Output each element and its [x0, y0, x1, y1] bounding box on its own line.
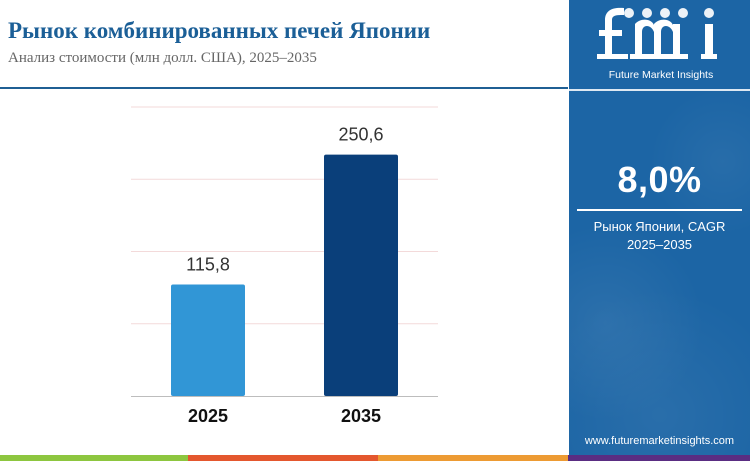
bar-2035 — [324, 154, 398, 396]
bar-chart: 115,8 2025 250,6 2035 — [131, 106, 438, 426]
bar-value-label: 250,6 — [338, 125, 383, 145]
cagr-label-line-1: Рынок Японии, CAGR — [593, 219, 726, 234]
footer-color-segment — [568, 455, 750, 461]
footer-color-segment — [378, 455, 568, 461]
logo-divider — [569, 89, 750, 91]
cagr-label-line-2: 2025–2035 — [626, 237, 693, 253]
fmi-logo: Future Market Insights — [593, 3, 729, 89]
chart-title: Рынок комбинированных печей Японии — [8, 18, 431, 43]
labels-layer: 115,8 2025 250,6 2035 — [186, 125, 383, 426]
footer-color-segment — [0, 455, 188, 461]
cagr-value: 8,0% — [617, 159, 702, 200]
sidebar-texture — [569, 0, 750, 461]
x-axis-tick-label: 2025 — [188, 406, 228, 426]
sidebar: Future Market Insights 8,0% Рынок Японии… — [569, 0, 750, 461]
fmi-wordmark-icon — [597, 7, 717, 59]
bars-layer — [171, 154, 398, 396]
footer-color-segment — [188, 455, 378, 461]
x-axis-tick-label: 2035 — [341, 406, 381, 426]
chart-subtitle: Анализ стоимости (млн долл. США), 2025–2… — [8, 50, 317, 66]
cagr-divider — [577, 209, 742, 211]
bar-2025 — [171, 284, 245, 396]
cagr-label: Рынок Японии, CAGR 2025–2035 — [569, 218, 750, 255]
bar-value-label: 115,8 — [186, 254, 230, 274]
website-link[interactable]: www.futuremarketinsights.com — [584, 435, 735, 447]
fmi-company-name: Future Market Insights — [608, 69, 714, 81]
chart-area: 115,8 2025 250,6 2035 — [0, 91, 568, 450]
header: Рынок комбинированных печей Японии Анали… — [0, 0, 568, 89]
